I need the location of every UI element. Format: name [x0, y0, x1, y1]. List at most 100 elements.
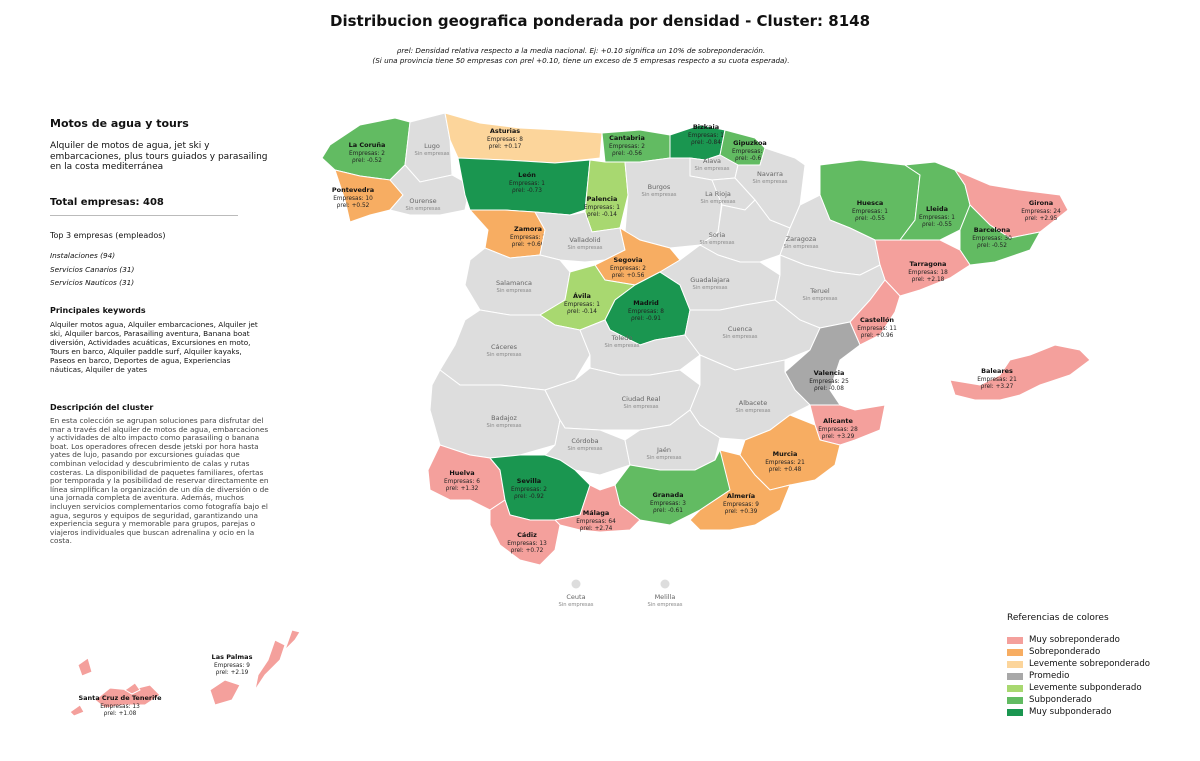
top-company: Servicios Canarios (31): [50, 264, 135, 274]
legend-swatch: [1007, 660, 1023, 668]
province-no-companies: Sin empresas: [567, 446, 602, 452]
province-rho: ρrel: -0.92: [514, 494, 544, 500]
province-shape[interactable]: [94, 684, 161, 709]
province-rho: ρrel: +1.32: [446, 486, 479, 492]
province-shape[interactable]: [69, 704, 85, 717]
province-no-companies: Sin empresas: [414, 151, 449, 157]
province-companies: Empresas: 13: [100, 704, 140, 710]
province-name: Soria: [709, 231, 726, 239]
province-shape[interactable]: [77, 657, 93, 677]
province-name: Segovia: [613, 256, 642, 264]
province-las-palmas[interactable]: [209, 629, 301, 706]
province-rho: ρrel: +3.27: [981, 384, 1014, 390]
province-shape[interactable]: [899, 161, 971, 241]
province-shape[interactable]: [389, 164, 471, 216]
province-rho: ρrel: -0.55: [922, 222, 952, 228]
province-rho: ρrel: -0.73: [512, 188, 542, 194]
province-no-companies: Sin empresas: [752, 179, 787, 185]
province-no-companies: Sin empresas: [722, 334, 757, 340]
province-companies: Empresas: 11: [857, 326, 897, 332]
province-lleida[interactable]: [899, 161, 971, 241]
province-shape[interactable]: [124, 682, 141, 695]
legend-label: Muy subponderado: [1029, 707, 1112, 717]
province-name: Albacete: [739, 399, 767, 407]
province-name: Cantabria: [609, 134, 645, 142]
province-companies: Empresas: 13: [507, 541, 547, 547]
province-no-companies: Sin empresas: [735, 408, 770, 414]
province-no-companies: Sin empresas: [567, 245, 602, 251]
province-cordoba[interactable]: [544, 418, 631, 476]
map-title: Distribucion geografica ponderada por de…: [330, 12, 870, 30]
province-shape[interactable]: [254, 639, 286, 691]
province-ourense[interactable]: [389, 164, 471, 216]
province-rho: ρrel: +0.17: [489, 144, 522, 150]
province-companies: Empresas: 1: [852, 209, 888, 215]
legend-swatch: [1007, 648, 1023, 656]
city-marker[interactable]: [660, 579, 670, 589]
legend-swatch: [1007, 672, 1023, 680]
province-name: Cuenca: [728, 325, 752, 333]
province-rho: ρrel: +3.29: [822, 434, 855, 440]
province-companies: Empresas: 1: [688, 133, 724, 139]
province-rho: ρrel: -0.52: [352, 158, 382, 164]
description-text: En esta colección se agrupan soluciones …: [50, 416, 269, 546]
province-name: Tarragona: [910, 260, 947, 268]
province-rho: ρrel: +2.95: [1025, 216, 1058, 222]
province-name: Toledo: [611, 334, 633, 342]
province-castellon[interactable]: [849, 279, 901, 346]
legend-swatch: [1007, 708, 1023, 716]
province-baleares[interactable]: [949, 344, 1091, 401]
province-companies: Empresas: 8: [628, 309, 664, 315]
province-companies: Empresas: 2: [510, 235, 546, 241]
province-companies: Empresas: 2: [732, 149, 768, 155]
province-cadiz[interactable]: [489, 499, 561, 566]
province-rho: ρrel: +0.72: [511, 548, 544, 554]
province-companies: Empresas: 1: [509, 181, 545, 187]
keywords-text: Alquiler motos agua, Alquiler embarcacio…: [50, 320, 258, 375]
province-ceuta[interactable]: [571, 579, 581, 589]
province-name: Sevilla: [517, 477, 541, 485]
province-rho: ρrel: +0.66: [512, 242, 545, 248]
province-companies: Empresas: 2: [349, 151, 385, 157]
province-no-companies: Sin empresas: [783, 244, 818, 250]
province-shape[interactable]: [949, 344, 1091, 401]
province-no-companies: Sin empresas: [604, 343, 639, 349]
province-name: Cádiz: [517, 531, 537, 539]
province-companies: Empresas: 24: [1021, 209, 1061, 215]
province-companies: Empresas: 21: [977, 377, 1017, 383]
province-asturias[interactable]: [444, 112, 603, 164]
province-name: La Coruña: [349, 141, 386, 149]
province-shape[interactable]: [689, 449, 791, 531]
province-melilla[interactable]: [660, 579, 670, 589]
province-name: Huesca: [857, 199, 884, 207]
province-rho: ρrel: +2.19: [216, 670, 249, 676]
province-companies: Empresas: 9: [214, 663, 250, 669]
province-name: Cáceres: [491, 343, 518, 351]
province-rho: ρrel: -0.84: [691, 140, 721, 146]
province-name: Valladolid: [569, 236, 600, 244]
province-rho: ρrel: +1.08: [104, 711, 137, 717]
province-santa-cruz-de-tenerife[interactable]: [69, 657, 161, 717]
legend-item: Levemente subponderado: [1007, 682, 1150, 694]
city-marker[interactable]: [571, 579, 581, 589]
province-shape[interactable]: [959, 204, 1041, 266]
province-shape[interactable]: [849, 279, 901, 346]
province-barcelona[interactable]: [959, 204, 1041, 266]
province-companies: Empresas: 6: [444, 479, 480, 485]
province-shape[interactable]: [489, 499, 561, 566]
province-shape[interactable]: [209, 679, 241, 706]
province-no-companies: Sin empresas: [405, 206, 440, 212]
province-companies: Empresas: 25: [809, 379, 849, 385]
province-no-companies: Sin empresas: [699, 240, 734, 246]
province-shape[interactable]: [544, 418, 631, 476]
province-shape[interactable]: [444, 112, 603, 164]
legend-label: Levemente sobreponderado: [1029, 659, 1151, 669]
province-shape[interactable]: [284, 629, 301, 651]
cluster-name: Motos de agua y tours: [50, 117, 189, 130]
province-name: Salamanca: [496, 279, 532, 287]
province-almeria[interactable]: [689, 449, 791, 531]
province-rho: ρrel: -0.52: [977, 243, 1007, 249]
legend-swatch: [1007, 636, 1023, 644]
province-name: Málaga: [583, 509, 610, 517]
province-rho: ρrel: +0.56: [612, 273, 645, 279]
